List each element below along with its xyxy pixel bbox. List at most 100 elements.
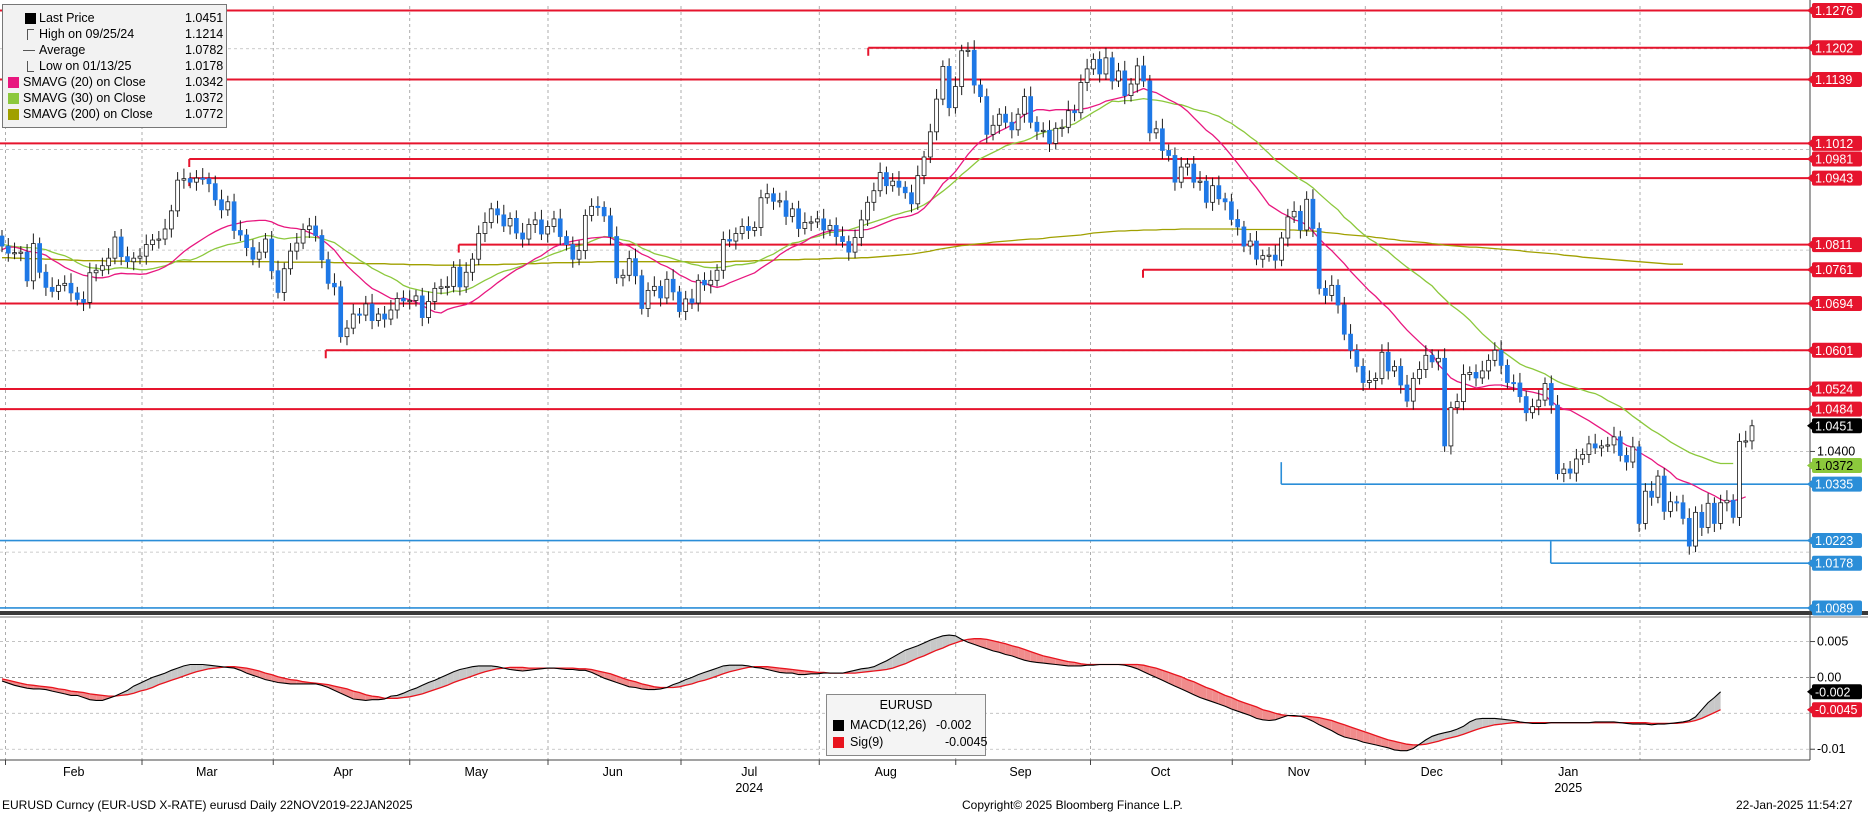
price-tag-pointer [1807, 603, 1812, 612]
price-tag-text: 1.0089 [1815, 601, 1853, 615]
candle-body [87, 272, 93, 303]
candle-body [1072, 110, 1077, 114]
price-tag-text: 1.0981 [1815, 153, 1853, 167]
candle-body [614, 236, 620, 279]
candle-body [332, 282, 337, 288]
candle-body [1097, 58, 1103, 75]
candle-body [62, 282, 68, 286]
price-tag-pointer [1807, 421, 1812, 430]
macd-fill [1243, 702, 1251, 716]
price-tag-pointer [1807, 559, 1812, 568]
candle-body [783, 200, 789, 217]
candle-body [1743, 440, 1749, 443]
macd-fill [1237, 700, 1244, 714]
candle-body [608, 215, 613, 237]
candle-body [601, 206, 607, 217]
price-tag [1812, 3, 1862, 19]
candle-body [74, 292, 80, 300]
candle-body [1567, 468, 1573, 474]
candle-body [1486, 359, 1491, 372]
macd-fill [403, 690, 410, 698]
x-tick-label: Mar [196, 765, 218, 779]
candle-body [507, 218, 513, 227]
candle-body [1229, 201, 1234, 220]
macd-fill [1369, 733, 1376, 745]
price-tag-text: 1.0223 [1815, 534, 1853, 548]
price-tag-text: 1.0451 [1815, 419, 1853, 433]
high-marker-icon [27, 29, 34, 40]
candle-body [187, 178, 193, 183]
price-tag [1812, 555, 1862, 571]
candle-body [1517, 382, 1523, 397]
candle-body [49, 286, 55, 292]
macd-fill [1381, 737, 1389, 748]
candle-body [250, 247, 256, 260]
candle-body [846, 241, 852, 253]
macd-fill [704, 670, 711, 681]
price-tag-text: 1.1139 [1815, 73, 1852, 87]
candle-body [1599, 445, 1604, 449]
macd-fill [183, 664, 191, 676]
candle-body [1260, 255, 1266, 260]
candle-body [1737, 440, 1742, 518]
candle-body [664, 278, 670, 299]
price-tag-text: 1.0601 [1815, 344, 1853, 358]
candle-body [143, 244, 149, 257]
candle-body [1630, 446, 1636, 463]
candle-body [1705, 502, 1711, 528]
price-tags: 1.1276 1.1202 1.1139 1.1012 1.0981 1.0943 1.08… [1807, 3, 1862, 718]
price-tag-pointer [1807, 405, 1812, 414]
macd-legend: EURUSD MACD(12,26) -0.002 Sig(9) -0.0045 [826, 694, 987, 756]
candle-body [18, 251, 24, 254]
macd-fill [1701, 702, 1709, 719]
macd-fill [1200, 684, 1207, 700]
price-tag [1812, 418, 1862, 434]
candle-body [1473, 372, 1479, 379]
macd-fill [1400, 742, 1407, 751]
macd-fill [1344, 724, 1351, 739]
candle-body [520, 232, 525, 240]
price-tag-text: 1.0484 [1815, 403, 1853, 417]
macd-fill [1501, 719, 1508, 725]
candle-body [137, 255, 143, 259]
macd-fill [1174, 674, 1182, 689]
x-year-label: 2024 [735, 781, 763, 795]
macd-fill [999, 642, 1006, 655]
macd-fill [102, 695, 109, 701]
candle-body [288, 250, 293, 270]
macd-fill [1218, 692, 1226, 707]
macd-fill [1162, 670, 1169, 684]
candle-body [545, 226, 551, 235]
horizontal-levels [0, 9, 1810, 609]
candle-body [1423, 354, 1429, 370]
candle-body [294, 242, 300, 252]
x-year-label: 2025 [1554, 781, 1582, 795]
candle-body [626, 258, 632, 276]
price-tag [1812, 533, 1862, 549]
candle-body [1360, 365, 1366, 383]
candle-body [959, 50, 965, 87]
x-tick-label: Feb [63, 765, 85, 779]
candle-body [953, 86, 958, 109]
candle-body [1605, 444, 1611, 447]
x-tick-label: Nov [1288, 765, 1311, 779]
candle-body [564, 236, 569, 245]
candle-body [808, 221, 814, 224]
candle-body [363, 303, 369, 316]
price-tag-text: 1.0694 [1815, 297, 1853, 311]
macd-fill [441, 674, 448, 688]
candle-body [940, 66, 946, 100]
candle-body [476, 233, 482, 260]
candle-body [1009, 121, 1015, 131]
macd-fill [1030, 651, 1037, 663]
candle-body [789, 208, 795, 217]
x-tick-label: Aug [875, 765, 897, 779]
x-tick-label: May [464, 765, 488, 779]
candle-body [1479, 370, 1485, 379]
candle-body [5, 245, 11, 254]
price-tag [1812, 401, 1862, 417]
candle-body [1241, 226, 1247, 247]
candle-body [1304, 198, 1310, 231]
candle-body [1210, 185, 1215, 203]
macd-fill [1156, 668, 1163, 681]
